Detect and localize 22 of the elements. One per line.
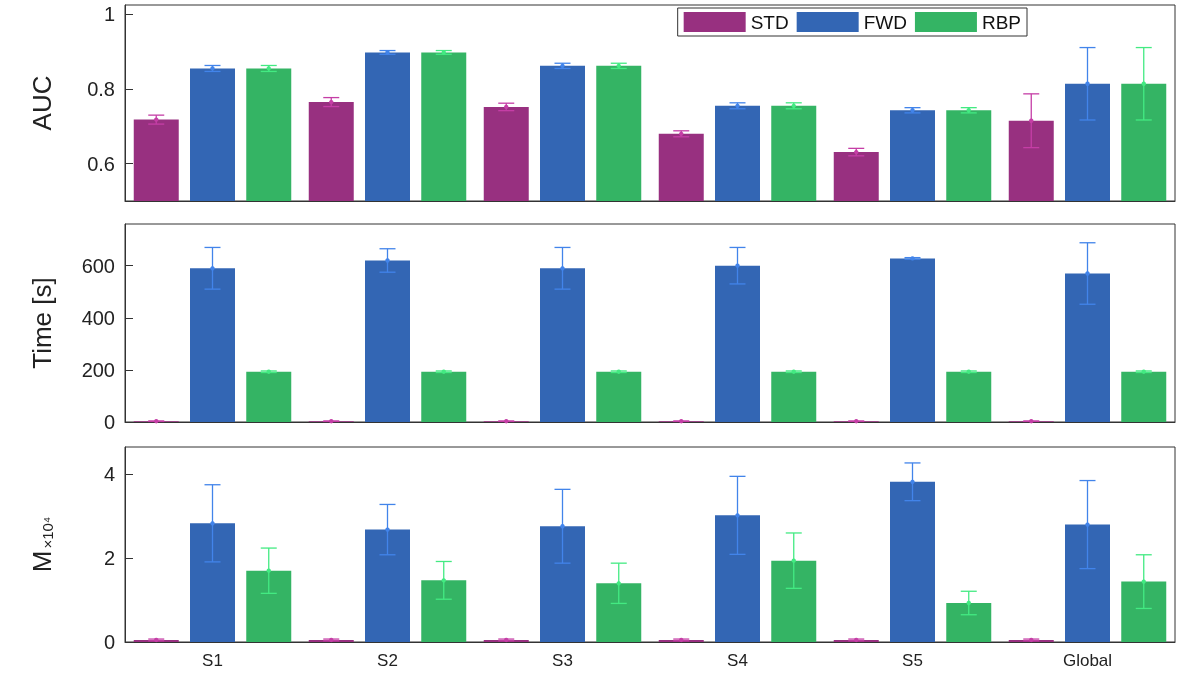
y-tick-label: 1 xyxy=(103,3,115,26)
y-tick-label: 0 xyxy=(103,411,115,433)
y-tick-label: 4 xyxy=(103,463,115,486)
y-tick-label: 0 xyxy=(103,631,115,653)
legend-label: FWD xyxy=(863,11,907,33)
y-tick-label: 0.8 xyxy=(87,78,115,100)
y-axis-title: AUC xyxy=(27,75,57,131)
legend-label: RBP xyxy=(981,11,1022,33)
y-tick-label: 400 xyxy=(81,306,115,329)
x-tick-label: S3 xyxy=(552,651,573,670)
x-tick-label: S2 xyxy=(377,651,398,670)
y-axis-title: Time [s] xyxy=(27,277,57,369)
x-tick-label: S1 xyxy=(202,651,223,670)
y-tick-label: 0.6 xyxy=(87,152,115,175)
x-tick-label: Global xyxy=(1062,651,1113,670)
y-tick-label: 600 xyxy=(81,254,115,277)
y-tick-label: 200 xyxy=(81,358,115,381)
legend-label: STD xyxy=(750,11,789,33)
x-tick-label: S5 xyxy=(902,651,923,670)
y-axis-title: M×10⁴ xyxy=(26,516,57,573)
x-tick-label: S4 xyxy=(727,651,748,670)
y-tick-label: 2 xyxy=(103,547,115,570)
